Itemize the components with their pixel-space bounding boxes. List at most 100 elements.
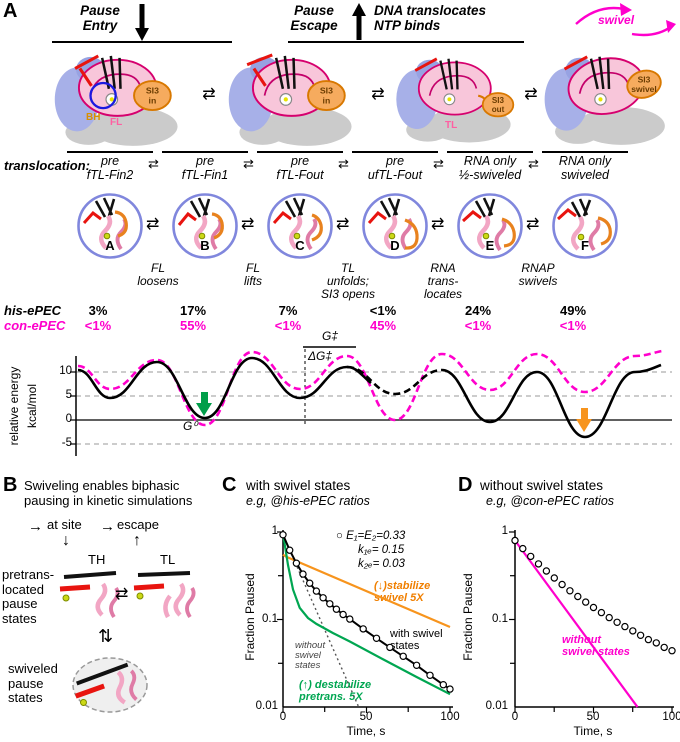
panel-d-xtick-100: 100 (662, 711, 680, 723)
escape-group-bar (288, 41, 524, 43)
legend-e-ratios: E₁=E₂=0.33 (346, 530, 406, 542)
tl-label: TL (445, 120, 458, 131)
his-percent-F: 49% (559, 303, 587, 318)
data-point-marker (644, 635, 653, 644)
state-name-D: pre ufTL-Fout (367, 154, 423, 182)
panel-c-xtick-100: 100 (440, 711, 460, 723)
energy-landscape-plot (70, 346, 672, 456)
without-swivel-chart (509, 530, 676, 713)
panel-c-ytick-1: 1 (271, 525, 278, 537)
data-point-marker (305, 579, 314, 587)
data-point-marker (446, 685, 454, 693)
data-point-marker (386, 643, 394, 652)
swiveled-states-label: swiveled pause states (8, 661, 58, 705)
his-epec-energy-curve-2 (441, 363, 662, 439)
data-point-marker (605, 613, 613, 622)
circle-exchange-arrow: ⇄ (241, 216, 255, 233)
pretranslocated-states-label: pretrans- located pause states (2, 567, 55, 626)
transition-label-5: RNAP swivels (518, 261, 558, 288)
panel-b-label: B (3, 474, 18, 496)
cartoon-exchange-arrow-2: ⇄ (371, 86, 385, 103)
energy-ytick-0: 0 (65, 413, 72, 425)
pretranslocated-tl-structure (133, 571, 196, 619)
to-escape-arrow: → (100, 518, 115, 535)
th-label: TH (88, 552, 106, 567)
panel-d-ytick-1: 1 (501, 525, 508, 537)
si3-label-line2: in (149, 95, 157, 105)
circle-exchange-arrow: ⇄ (336, 216, 350, 233)
data-point-marker (613, 618, 621, 627)
panel-a-label: A (3, 0, 18, 22)
panel-d-xlabel: Time, s (573, 724, 613, 738)
data-point-marker (636, 631, 645, 640)
pause-entry-label: Pause Entry (80, 3, 120, 33)
data-point-marker (621, 622, 629, 631)
state-group-bar (352, 151, 438, 153)
data-point-marker (589, 603, 598, 612)
data-point-marker (326, 600, 334, 608)
data-point-marker (426, 671, 434, 679)
series-with-swivel-states (282, 534, 451, 690)
data-point-marker (285, 546, 294, 554)
con-percent-A: <1% (84, 318, 112, 333)
data-point-marker (292, 559, 301, 567)
data-point-marker (372, 634, 381, 643)
rnap-cartoon-si3-out: SI3 out (396, 57, 515, 143)
data-point-marker (346, 615, 354, 623)
energy-ytick-neg5: -5 (61, 437, 72, 449)
escape-label: escape (117, 517, 159, 532)
tl-state-label: TL (160, 552, 176, 567)
state-structure-A (77, 193, 143, 259)
state-letter-A: A (105, 238, 115, 253)
circle-exchange-arrow: ⇄ (146, 216, 160, 233)
to-site-arrow: → (28, 518, 43, 535)
th-tl-exchange-arrow: ⇄ (115, 586, 129, 603)
translocation-label: translocation: (4, 158, 90, 173)
state-letter-F: F (581, 238, 589, 253)
swivel-annotation: swivel (598, 13, 635, 27)
state-name-B: pre fTL-Fin1 (181, 154, 229, 182)
legend-circle-marker-icon: ○ (336, 530, 343, 542)
circle-exchange-arrow: ⇄ (431, 216, 445, 233)
state-group-bar (67, 151, 153, 153)
con-percent-F: <1% (559, 318, 587, 333)
si3-label-line2: in (323, 95, 331, 105)
si3-label-line1: SI3 (492, 96, 505, 105)
transition-label-4: RNA trans- locates (423, 261, 463, 301)
his-percent-D: <1% (369, 303, 397, 318)
si3-label-line1: SI3 (638, 74, 651, 84)
transition-label-2: FL lifts (244, 261, 262, 288)
state-structure-C (267, 193, 333, 259)
rnap-cartoon-si3-in-1: SI3 in (54, 54, 178, 146)
enter-pause-arrow: ↓ (62, 532, 70, 549)
data-point-marker (550, 574, 559, 582)
state-group-bar (257, 151, 343, 153)
data-point-marker (566, 587, 574, 595)
escape-conditions-label: DNA translocates NTP binds (374, 3, 487, 33)
with-swivel-annotation: with swivel states (390, 628, 443, 652)
bh-label: BH (86, 112, 101, 123)
series-destabilize-pretrans-5x (281, 533, 451, 696)
state-exchange-arrow: ⇄ (433, 156, 444, 171)
state-group-bar (447, 151, 533, 153)
bh-fl-ring-icon (89, 81, 117, 110)
transition-label-1: FL loosens (137, 261, 179, 288)
con-epec-energy-curve (77, 349, 663, 427)
data-point-marker (279, 531, 287, 539)
at-site-label: at site (47, 517, 82, 532)
data-point-marker (581, 598, 590, 606)
data-point-marker (558, 580, 566, 589)
state-exchange-arrow: ⇄ (338, 156, 349, 171)
data-point-marker (339, 610, 347, 619)
escape-up-arrow: ↑ (133, 532, 141, 549)
panel-c-ytick-01: 0.1 (262, 613, 278, 625)
si3-label-line1: SI3 (320, 86, 333, 96)
state-exchange-arrow: ⇄ (243, 156, 254, 171)
g-ground-label: G⁰ (183, 419, 198, 433)
stabilize-swivel-annotation: (↓)stabilize swivel 5X (374, 580, 431, 604)
his-percent-A: 3% (88, 303, 108, 318)
si3-label-line1: SI3 (146, 86, 159, 96)
with-swivel-chart (277, 530, 454, 713)
his-epec-row-label: his-ePEC (4, 303, 62, 318)
cartoon-exchange-arrow-1: ⇄ (202, 86, 216, 103)
